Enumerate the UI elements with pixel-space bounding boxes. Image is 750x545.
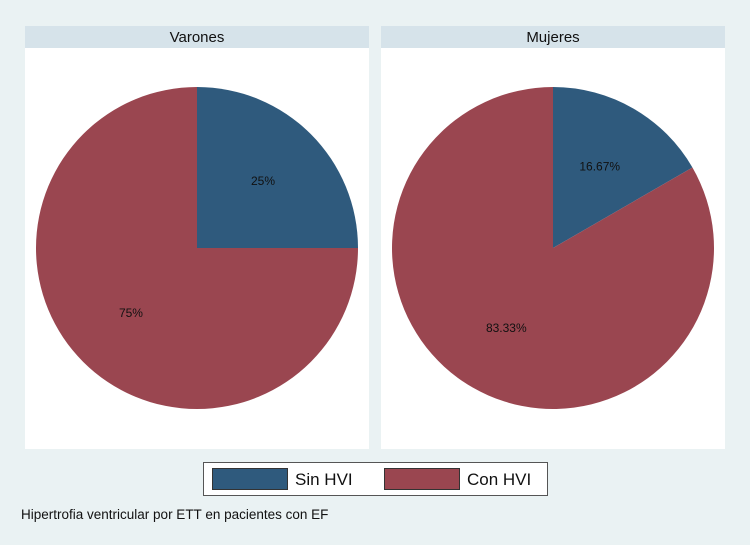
- chart-note: Hipertrofia ventricular por ETT en pacie…: [21, 507, 329, 522]
- pie-label-con-hvi: 75%: [119, 306, 143, 320]
- pie-slice-con-hvi: [392, 87, 714, 409]
- pie-panel-mujeres: 16.67% 83.33%: [381, 48, 725, 449]
- pie-chart-varones: 25% 75%: [36, 87, 358, 409]
- pie-label-sin-hvi: 25%: [251, 174, 275, 188]
- panel-title-mujeres: Mujeres: [381, 26, 725, 48]
- legend: Sin HVI Con HVI: [203, 462, 548, 496]
- pie-chart-mujeres: 16.67% 83.33%: [392, 87, 714, 409]
- legend-swatch-con-hvi: [384, 468, 460, 490]
- legend-label-sin-hvi: Sin HVI: [295, 470, 353, 489]
- pie-slice-sin-hvi: [553, 87, 693, 248]
- pie-panel-varones: 25% 75%: [25, 48, 369, 449]
- legend-swatch-sin-hvi: [212, 468, 288, 490]
- legend-label-con-hvi: Con HVI: [467, 470, 532, 489]
- pie-slice-con-hvi: [36, 87, 358, 409]
- panel-title-varones: Varones: [25, 26, 369, 48]
- pie-label-sin-hvi: 16.67%: [579, 159, 620, 173]
- pie-slice-sin-hvi: [197, 87, 358, 248]
- pie-label-con-hvi: 83.33%: [486, 321, 527, 335]
